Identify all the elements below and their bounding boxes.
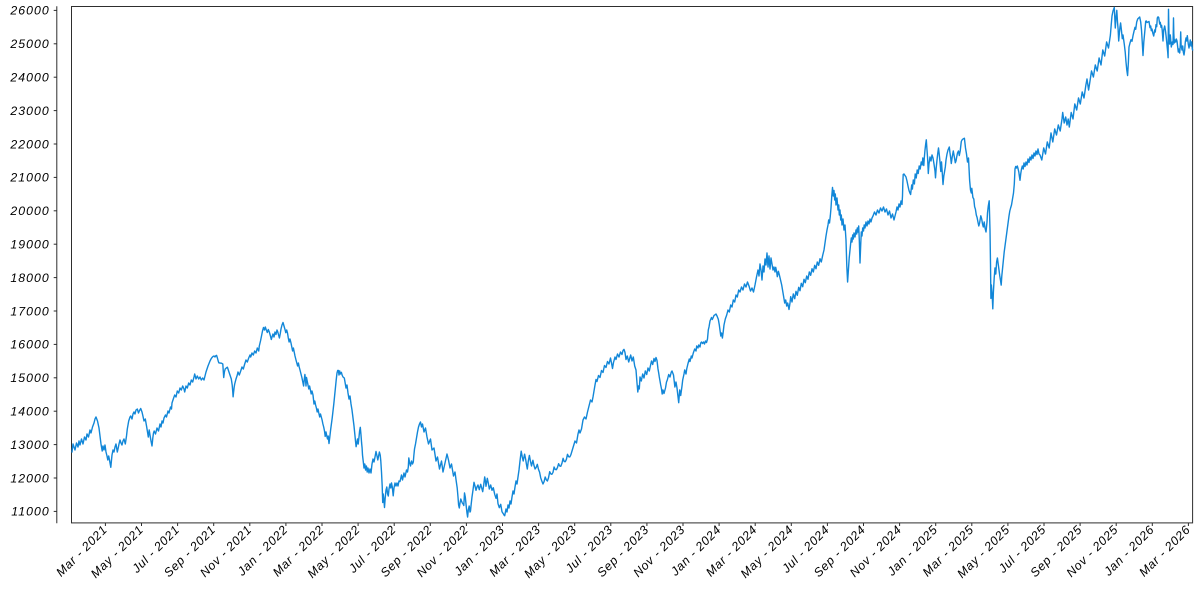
svg-text:26000: 26000 [9, 4, 49, 18]
svg-text:13000: 13000 [10, 438, 49, 452]
svg-text:21000: 21000 [9, 171, 49, 185]
svg-text:12000: 12000 [10, 471, 49, 485]
svg-text:24000: 24000 [9, 71, 49, 85]
svg-text:19000: 19000 [10, 238, 49, 252]
svg-text:16000: 16000 [10, 338, 49, 352]
svg-text:18000: 18000 [10, 271, 49, 285]
svg-text:17000: 17000 [10, 304, 49, 318]
svg-text:20000: 20000 [9, 204, 49, 218]
svg-text:23000: 23000 [9, 104, 49, 118]
svg-text:11000: 11000 [11, 505, 50, 519]
svg-text:25000: 25000 [9, 37, 49, 51]
svg-text:22000: 22000 [9, 137, 49, 151]
svg-text:15000: 15000 [10, 371, 49, 385]
svg-text:14000: 14000 [10, 405, 49, 419]
